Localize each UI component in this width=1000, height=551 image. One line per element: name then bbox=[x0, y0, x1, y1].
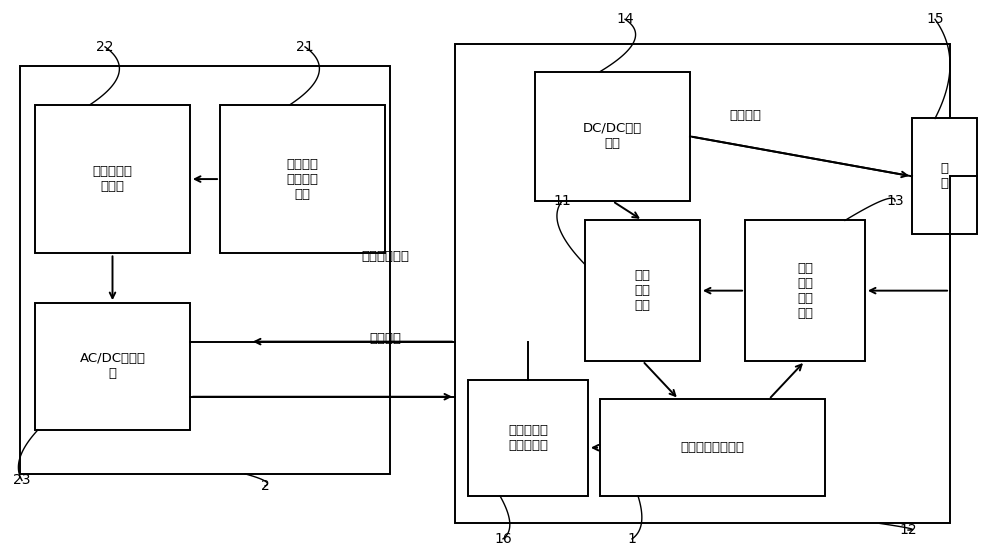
Bar bbox=[535, 72, 690, 201]
Text: 电流脉冲信
号调制电路: 电流脉冲信 号调制电路 bbox=[508, 424, 548, 452]
Bar bbox=[745, 220, 865, 361]
Bar bbox=[585, 220, 700, 361]
Bar bbox=[600, 399, 825, 496]
Bar bbox=[468, 380, 588, 496]
Text: DC/DC适配
电路: DC/DC适配 电路 bbox=[583, 122, 642, 150]
Text: 充电电流: 充电电流 bbox=[369, 332, 401, 345]
Text: 电压检测控制电路: 电压检测控制电路 bbox=[680, 441, 744, 454]
Bar bbox=[912, 118, 977, 234]
Bar bbox=[20, 66, 390, 474]
Text: 14: 14 bbox=[616, 12, 634, 26]
Text: 负
载: 负 载 bbox=[940, 163, 948, 190]
Text: 输出电压控
制电路: 输出电压控 制电路 bbox=[92, 165, 132, 193]
Text: 16: 16 bbox=[494, 532, 512, 546]
Text: 21: 21 bbox=[296, 40, 314, 54]
Text: 分断
串接
切换
电路: 分断 串接 切换 电路 bbox=[797, 262, 813, 320]
Bar bbox=[35, 303, 190, 430]
Bar bbox=[455, 44, 950, 523]
Text: 22: 22 bbox=[96, 40, 114, 54]
Text: 1: 1 bbox=[628, 532, 636, 546]
Bar bbox=[35, 105, 190, 253]
Text: 15: 15 bbox=[926, 12, 944, 26]
Text: 串联
锂电
池组: 串联 锂电 池组 bbox=[635, 269, 650, 312]
Text: 电流脉冲
信号解调
电路: 电流脉冲 信号解调 电路 bbox=[287, 158, 318, 201]
Text: 23: 23 bbox=[13, 473, 31, 488]
Text: 2: 2 bbox=[261, 479, 269, 493]
Text: 11: 11 bbox=[553, 194, 571, 208]
Text: 12: 12 bbox=[899, 523, 917, 537]
Text: 放电电流: 放电电流 bbox=[729, 109, 761, 122]
Text: AC/DC开关电
路: AC/DC开关电 路 bbox=[80, 353, 146, 380]
Text: 电流脉冲信号: 电流脉冲信号 bbox=[361, 250, 409, 263]
Bar bbox=[220, 105, 385, 253]
Text: 13: 13 bbox=[886, 194, 904, 208]
